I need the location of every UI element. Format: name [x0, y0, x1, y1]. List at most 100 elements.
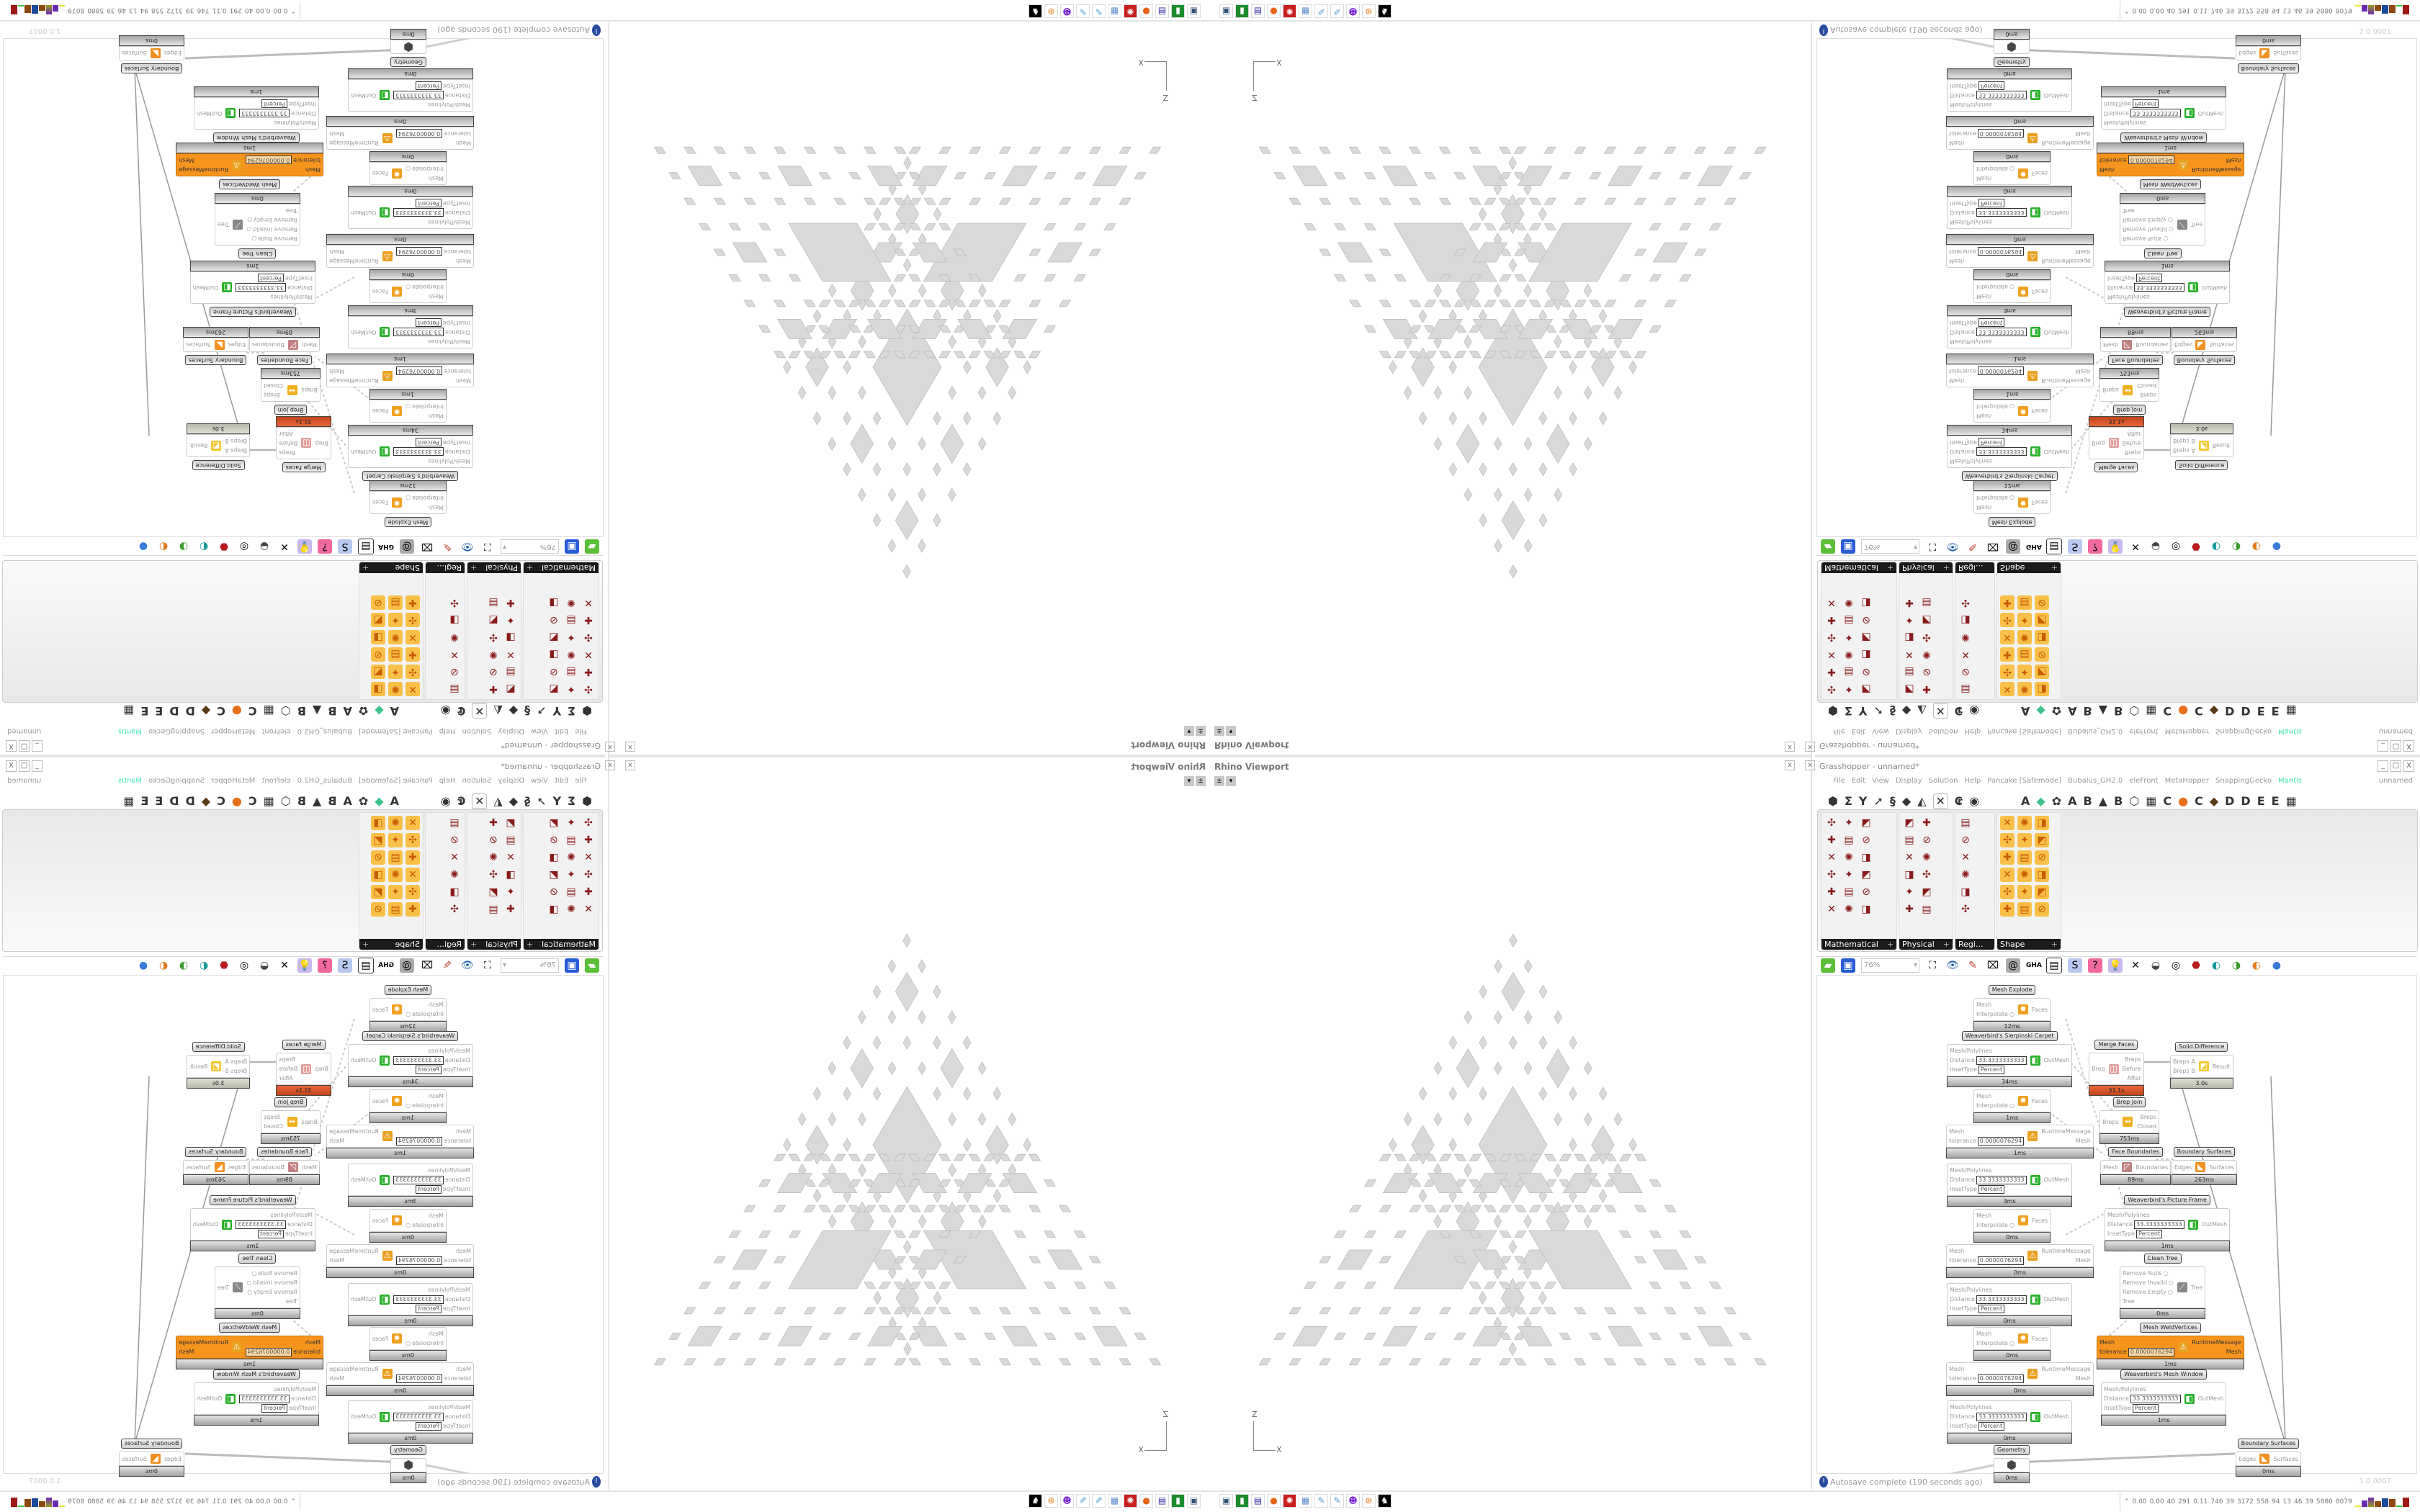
- component-node[interactable]: Mesh Explode Mesh Interpolate ○ ✹ Faces 12ms: [369, 985, 447, 1032]
- component-icon[interactable]: ◩: [371, 665, 385, 679]
- component-icon[interactable]: ✣: [1961, 597, 1970, 608]
- input-value-field[interactable]: 0.0000076294: [395, 129, 443, 138]
- component-icon[interactable]: ✚: [2000, 595, 2015, 610]
- menu-help[interactable]: Help: [439, 777, 456, 785]
- output-port[interactable]: Before: [279, 1064, 297, 1074]
- toggle-circle-icon[interactable]: ○: [2009, 284, 2015, 290]
- component-icon[interactable]: ✣: [1827, 631, 1836, 643]
- paint-alt-icon[interactable]: ✎: [1076, 1494, 1090, 1508]
- ribbon-tab-icon[interactable]: ✕: [1932, 793, 1948, 809]
- output-port[interactable]: Mesh: [2226, 1347, 2241, 1356]
- component-icon[interactable]: ⊘: [1922, 834, 1931, 846]
- input-value-field[interactable]: Percent: [1978, 1184, 2005, 1194]
- component-icon[interactable]: ⊘: [2035, 850, 2049, 865]
- paint-icon[interactable]: ✎: [1092, 1494, 1106, 1508]
- component-node[interactable]: Mesh tolerance 0.0000076294 ⚠ RuntimeMessage…: [326, 234, 474, 268]
- component-icon[interactable]: ✚: [405, 850, 420, 865]
- input-port[interactable]: Mesh/Polylines: [2107, 1210, 2184, 1220]
- plugin-tab-icon[interactable]: C: [217, 793, 225, 808]
- output-port[interactable]: Faces: [2032, 1005, 2048, 1014]
- input-port[interactable]: Mesh: [1949, 256, 2024, 266]
- component-icon[interactable]: ✚: [1905, 597, 1914, 608]
- input-value-field[interactable]: 33.3333333333: [1976, 1056, 2027, 1065]
- expand-chevron-icon[interactable]: ⌃: [290, 1498, 296, 1506]
- component-icon[interactable]: ✕: [405, 816, 420, 830]
- node-body[interactable]: Breps ⇹ Breps Closed: [2099, 379, 2159, 402]
- component-icon[interactable]: ✦: [388, 885, 403, 899]
- maximize-button[interactable]: □: [2390, 740, 2401, 752]
- input-port[interactable]: Mesh/Polylines: [1950, 217, 2027, 227]
- input-port[interactable]: Breps A: [2173, 446, 2195, 455]
- output-port[interactable]: OutMesh: [193, 283, 219, 292]
- panel-close-button[interactable]: x: [1805, 742, 1815, 752]
- rhino-icon[interactable]: ♞: [1378, 4, 1392, 18]
- grasshopper-canvas[interactable]: Mesh Explode Mesh Interpolate ○ ✹ Faces 12ms We…: [1816, 29, 2417, 537]
- node-body[interactable]: Brep ◫ Breps Before After: [2089, 1053, 2144, 1085]
- component-icon[interactable]: ◨: [506, 631, 516, 643]
- component-icon[interactable]: ✕: [1905, 649, 1914, 660]
- component-icon[interactable]: ⊘: [1961, 834, 1970, 846]
- component-icon[interactable]: ◨: [549, 649, 559, 660]
- component-icon[interactable]: ◨: [371, 630, 385, 644]
- input-port[interactable]: Distance 33.3333333333: [393, 1175, 470, 1184]
- menu-file[interactable]: File: [575, 727, 587, 735]
- component-icon[interactable]: ✚: [584, 666, 593, 678]
- save-file-icon[interactable]: ▣: [565, 958, 579, 973]
- component-node[interactable]: Mesh Interpolate ○ ✹ Faces 0ms: [369, 1327, 447, 1361]
- plugin-tab-icon[interactable]: B: [297, 704, 306, 719]
- input-port[interactable]: Mesh: [405, 292, 444, 301]
- plugin-tab-icon[interactable]: ✿: [358, 793, 369, 808]
- plugin-tab-icon[interactable]: A: [2068, 793, 2077, 808]
- node-body[interactable]: Mesh tolerance 0.0000076294 ⚠ RuntimeMessage…: [1946, 127, 2094, 150]
- toggle-circle-icon[interactable]: ○: [247, 217, 253, 223]
- sphere-icon[interactable]: ●: [138, 959, 148, 971]
- half-sphere-icon[interactable]: ◐: [2251, 959, 2262, 971]
- input-port[interactable]: Distance 33.3333333333: [1950, 1056, 2027, 1065]
- input-port[interactable]: Mesh: [1976, 411, 2015, 420]
- blender-icon[interactable]: ⊛: [1362, 1494, 1376, 1508]
- toggle-circle-icon[interactable]: ○: [2009, 1340, 2015, 1346]
- input-port[interactable]: InsetType Percent: [1950, 81, 2027, 91]
- component-icon[interactable]: ✣: [1922, 869, 1931, 881]
- component-icon[interactable]: ◩: [2035, 665, 2049, 679]
- node-body[interactable]: Mesh tolerance 0.0000076294 ⚠ RuntimeMessage…: [1946, 1244, 2094, 1267]
- input-port[interactable]: Distance 33.3333333333: [236, 1220, 313, 1229]
- input-port[interactable]: Interpolate ○: [1976, 1101, 2015, 1110]
- input-port[interactable]: Mesh: [405, 503, 444, 512]
- plugin-tab-icon[interactable]: ▲: [2098, 704, 2108, 719]
- plugin-tab-icon[interactable]: E: [2257, 704, 2265, 719]
- menu-edit[interactable]: Edit: [554, 727, 569, 735]
- input-port[interactable]: InsetType Percent: [239, 99, 316, 109]
- input-port[interactable]: InsetType Percent: [1950, 1304, 2027, 1313]
- input-port[interactable]: Tree: [2123, 1297, 2174, 1306]
- node-body[interactable]: Mesh Interpolate ○ ✹ Faces: [369, 1327, 447, 1350]
- green-shape-icon[interactable]: ◑: [179, 959, 189, 971]
- input-value-field[interactable]: 33.3333333333: [1976, 1295, 2027, 1304]
- component-node[interactable]: Mesh tolerance 0.0000076294 ⚠ RuntimeMessage…: [326, 1244, 474, 1278]
- component-icon[interactable]: ▤: [388, 902, 403, 917]
- component-node[interactable]: Mesh Interpolate ○ ✹ Faces 1ms: [369, 1089, 447, 1123]
- component-icon[interactable]: ⊘: [371, 902, 385, 917]
- input-port[interactable]: Distance 33.3333333333: [2107, 1220, 2184, 1229]
- input-value-field[interactable]: 0.0000076294: [1977, 366, 2025, 376]
- component-node[interactable]: Mesh Interpolate ○ ✹ Faces 0ms: [1973, 269, 2051, 303]
- input-port[interactable]: tolerance 0.0000076294: [245, 1347, 321, 1356]
- input-port[interactable]: Mesh: [405, 1211, 444, 1220]
- input-port[interactable]: Mesh/Polylines: [393, 1166, 470, 1175]
- component-icon[interactable]: ✺: [567, 597, 575, 608]
- input-port[interactable]: Breps A: [225, 1057, 247, 1066]
- output-port[interactable]: Breps: [2125, 1055, 2141, 1064]
- expand-plus-icon[interactable]: +: [362, 563, 369, 572]
- input-port[interactable]: Mesh/Polylines: [393, 1285, 470, 1295]
- menu-display[interactable]: Display: [1895, 777, 1922, 785]
- menu-solution[interactable]: Solution: [462, 777, 492, 785]
- output-port[interactable]: After: [2128, 1074, 2141, 1083]
- terminal-icon[interactable]: ▮: [1171, 4, 1185, 18]
- input-port[interactable]: InsetType Percent: [2104, 1403, 2181, 1413]
- component-icon[interactable]: ✕: [405, 868, 420, 882]
- output-port[interactable]: Breps: [2125, 448, 2141, 457]
- component-icon[interactable]: ✦: [1845, 817, 1853, 829]
- input-value-field[interactable]: 33.3333333333: [2133, 1220, 2184, 1229]
- node-body[interactable]: Remove Nulls ○ Remove Invalid ○ Remove Empty…: [214, 204, 300, 246]
- component-node[interactable]: Boundary Surfaces Edges ◣ Surfaces 263ms: [183, 1147, 248, 1185]
